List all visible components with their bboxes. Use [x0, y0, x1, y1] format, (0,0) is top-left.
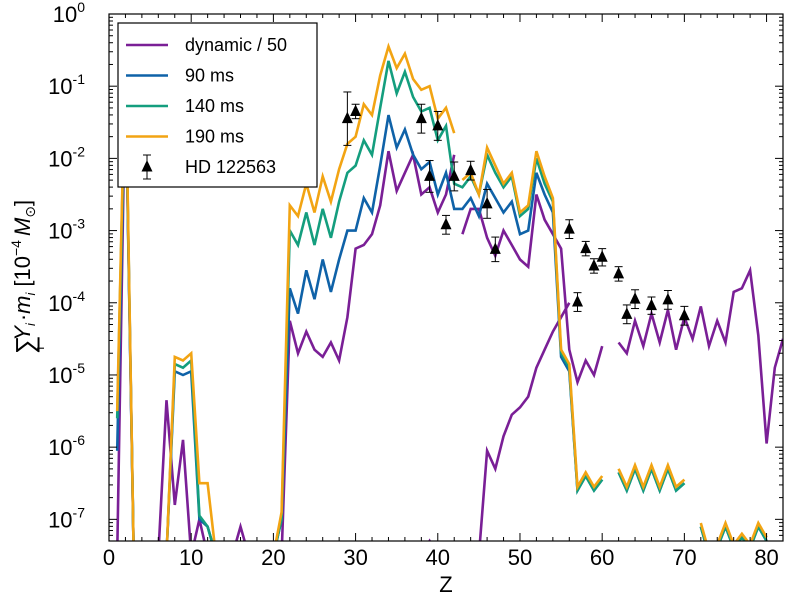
y-axis-label: ∑iYi·mi[10−4M⊙]: [8, 200, 47, 354]
obs-marker: [678, 308, 690, 321]
y-label-mi: i: [23, 291, 38, 295]
obs-marker: [432, 118, 444, 131]
x-tick-label: 30: [343, 545, 367, 570]
y-tick-label: 10-5: [48, 360, 85, 388]
x-tick-label: 60: [590, 545, 614, 570]
obs-marker: [572, 295, 584, 307]
series-line-0: [116, 71, 783, 541]
y-tick-label: 10-1: [48, 71, 85, 99]
x-axis-label: Z: [439, 572, 452, 597]
obs-marker: [629, 292, 641, 304]
x-tick-label: 50: [508, 545, 532, 570]
series-line-1: [428, 302, 571, 541]
obs-marker: [613, 266, 625, 279]
y-label-exp: −4: [8, 240, 24, 256]
x-tick-label: 80: [754, 545, 778, 570]
legend-label: 90 ms: [185, 66, 234, 86]
y-tick-label: 10-4: [48, 288, 85, 316]
obs-marker: [580, 241, 592, 254]
y-label-open: [10: [10, 256, 35, 287]
y-label-sub: i: [32, 347, 47, 350]
legend-label: 140 ms: [185, 96, 244, 116]
obs-marker: [645, 298, 657, 311]
x-tick-label: 70: [672, 545, 696, 570]
obs-marker: [448, 169, 460, 181]
x-tick-label: 20: [261, 545, 285, 570]
obs-marker: [350, 104, 362, 116]
y-tick-label: 100: [53, 0, 85, 27]
y-tick-label: 10-7: [48, 504, 85, 532]
legend: dynamic / 50 90 ms 140 ms 190 ms HD 122563: [117, 22, 318, 188]
obs-marker: [465, 163, 477, 176]
series-line-4: [115, 42, 768, 541]
axes: 0 10 20 30 40 50 60 70 80 100 10-1 10-2 10-3 10-4 10-5…: [48, 0, 784, 570]
obs-marker: [440, 217, 452, 230]
x-tick-label: 40: [426, 545, 450, 570]
obs-marker: [596, 250, 608, 262]
y-label-sum: ∑: [10, 336, 40, 355]
obs-marker: [588, 258, 600, 271]
axes-frame: [108, 13, 784, 542]
obs-marker: [662, 292, 674, 305]
obs-marker: [424, 169, 436, 181]
obs-marker: [621, 307, 633, 319]
y-label-m: m: [10, 295, 35, 313]
y-label-close: ]: [10, 200, 35, 206]
y-label-y: Y: [10, 325, 35, 341]
x-tick-label: 0: [103, 545, 115, 570]
y-label-sun: ⊙: [22, 206, 38, 218]
y-axis-label-text: ∑iYi·mi[10−4M⊙]: [8, 200, 47, 354]
obs-marker: [481, 196, 493, 209]
y-tick-label: 10-2: [48, 143, 85, 171]
plot-area: [115, 42, 783, 541]
y-tick-label: 10-6: [48, 432, 85, 460]
legend-label: HD 122563: [185, 157, 276, 177]
y-tick-label: 10-3: [48, 216, 85, 244]
obs-marker: [563, 222, 575, 234]
observations-layer: [341, 91, 690, 326]
y-label-dot: ·: [10, 314, 35, 321]
y-label-M: M: [10, 217, 35, 236]
obs-marker: [341, 111, 353, 124]
legend-obs-marker: [141, 160, 153, 172]
obs-marker: [415, 111, 427, 124]
legend-label: dynamic / 50: [185, 35, 287, 55]
x-tick-label: 10: [179, 545, 203, 570]
y-label-yi: i: [23, 322, 38, 326]
legend-label: 190 ms: [185, 127, 244, 147]
obs-marker: [489, 242, 501, 254]
